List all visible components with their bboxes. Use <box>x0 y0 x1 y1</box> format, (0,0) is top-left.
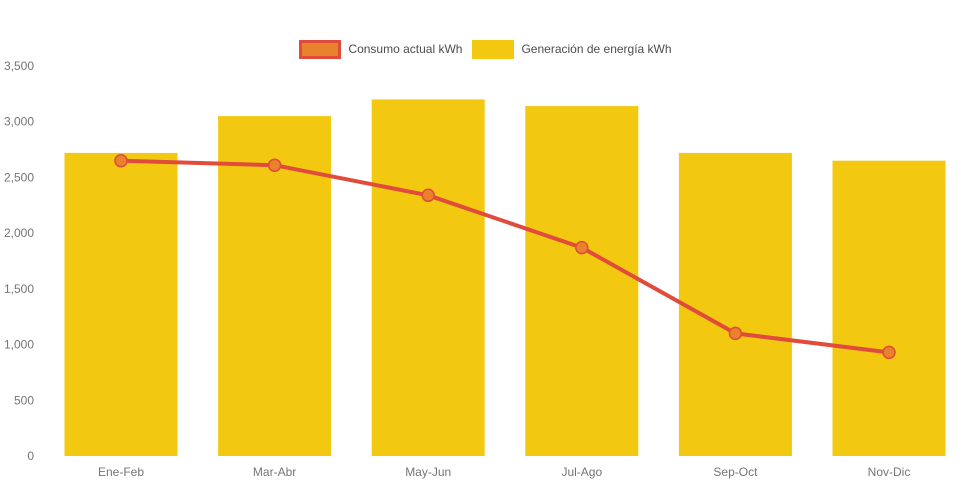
consumption-marker-May-Jun <box>421 188 435 203</box>
generacion-swatch-icon <box>472 40 515 59</box>
x-axis-label: Nov-Dic <box>868 465 911 479</box>
generation-bar-May-Jun <box>371 99 485 457</box>
y-tick-label: 3,000 <box>4 115 34 129</box>
consumption-marker-Sep-Oct <box>728 326 743 341</box>
x-axis-label: May-Jun <box>405 465 451 479</box>
x-axis-label: Ene-Feb <box>98 465 144 479</box>
y-tick-label: 1,000 <box>4 338 34 352</box>
y-tick-label: 2,500 <box>4 170 34 184</box>
y-tick-label: 1,500 <box>4 282 34 296</box>
y-tick-label: 500 <box>14 393 34 407</box>
consumption-line <box>119 158 891 355</box>
consumption-marker-Ene-Feb <box>114 153 128 168</box>
generation-bar-Ene-Feb <box>64 152 178 456</box>
generation-bar-Sep-Oct <box>678 152 792 456</box>
y-tick-label: 0 <box>27 449 34 463</box>
x-axis-label: Jul-Ago <box>561 465 602 479</box>
x-axis-label: Sep-Oct <box>713 465 758 479</box>
consumption-marker-Mar-Abr <box>267 158 282 172</box>
generation-bar-Nov-Dic <box>832 160 946 456</box>
consumption-marker-Jul-Ago <box>575 240 589 255</box>
consumption-marker-Nov-Dic <box>882 345 896 360</box>
legend-label-generacion: Generación de energía kWh <box>521 42 672 56</box>
generation-bar-Jul-Ago <box>525 106 639 456</box>
y-tick-label: 2,000 <box>4 226 34 240</box>
legend-label-consumo: Consumo actual kWh <box>348 42 463 56</box>
legend-item-consumo: Consumo actual kWh <box>299 40 462 59</box>
x-axis-label: Mar-Abr <box>253 465 296 479</box>
chart-legend: Consumo actual kWh Generación de energía… <box>0 40 971 59</box>
y-tick-label: 3,500 <box>4 59 34 73</box>
legend-item-generacion: Generación de energía kWh <box>472 40 672 59</box>
consumo-swatch-icon <box>299 40 342 59</box>
